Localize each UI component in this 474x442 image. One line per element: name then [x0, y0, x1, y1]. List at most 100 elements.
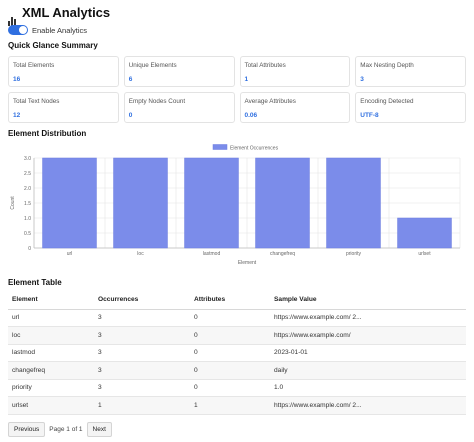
- table-row: url 3 0 https://www.example.com/ 2...: [8, 309, 466, 327]
- bar-url: [42, 157, 97, 249]
- table-row: urlset 1 1 https://www.example.com/ 2...: [8, 396, 466, 415]
- summary-card: Total Text Nodes 12: [8, 92, 119, 123]
- bar-changefreq: [255, 157, 310, 249]
- cell: 2023-01-01: [270, 344, 466, 362]
- card-value: 16: [13, 76, 21, 83]
- summary-cards: Total Elements 16 Unique Elements 6 Total …: [8, 56, 466, 123]
- next-button[interactable]: Next: [86, 422, 112, 437]
- cell: 3: [94, 309, 190, 327]
- card-value: 6: [128, 76, 133, 83]
- cell: 1.0: [270, 379, 466, 397]
- y-tick-label: 3.0: [24, 156, 31, 162]
- card-label: Average Attributes: [244, 98, 296, 105]
- card-value: 0: [128, 112, 133, 119]
- cell: 0: [190, 309, 270, 327]
- column-header: Element: [8, 291, 94, 310]
- cell: https://www.example.com/: [270, 326, 466, 345]
- cell: loc: [8, 326, 94, 345]
- page-info: Page 1 of 1: [49, 426, 83, 433]
- bar-loc: [113, 157, 168, 249]
- previous-button[interactable]: Previous: [8, 422, 46, 437]
- cell: 1: [190, 396, 270, 415]
- table-heading: Element Table: [8, 278, 62, 287]
- x-tick-label: priority: [346, 251, 362, 257]
- summary-heading: Quick Glance Summary: [8, 41, 98, 50]
- card-value: 12: [13, 112, 21, 119]
- summary-card: Encoding Detected UTF-8: [355, 92, 466, 123]
- element-distribution-chart: 0 0.5 1.0 1.5 2.0 2.5 3.0 url loc lastmod changefr…: [8, 141, 466, 269]
- card-value: 0.06: [244, 112, 258, 119]
- y-tick-label: 0: [28, 246, 31, 252]
- card-value: UTF-8: [360, 112, 379, 119]
- cell: 0: [190, 326, 270, 345]
- cell: urlset: [8, 396, 94, 415]
- card-label: Encoding Detected: [360, 98, 414, 105]
- card-value: 1: [244, 76, 249, 83]
- cell: lastmod: [8, 344, 94, 362]
- header: XML Analytics: [8, 5, 111, 26]
- cell: 0: [190, 344, 270, 362]
- y-tick-label: 1.5: [24, 201, 31, 207]
- y-tick-label: 2.5: [24, 171, 31, 177]
- table-row: loc 3 0 https://www.example.com/: [8, 326, 466, 345]
- y-tick-label: 1.0: [24, 216, 31, 222]
- cell: 0: [190, 379, 270, 397]
- cell: 3: [94, 361, 190, 380]
- analytics-toggle-row: Enable Analytics: [8, 25, 87, 35]
- column-header: Sample Value: [270, 291, 466, 310]
- card-value: 3: [360, 76, 364, 83]
- chart-svg: 0 0.5 1.0 1.5 2.0 2.5 3.0 url loc lastmod changefr…: [10, 144, 461, 266]
- summary-card: Total Attributes 1: [239, 56, 351, 87]
- toggle-label: Enable Analytics: [32, 25, 88, 35]
- bar-priority: [326, 157, 381, 249]
- cell: https://www.example.com/ 2...: [270, 396, 466, 415]
- cell: 3: [94, 326, 190, 345]
- cell: https://www.example.com/ 2...: [270, 309, 466, 327]
- table-row: lastmod 3 0 2023-01-01: [8, 344, 466, 362]
- x-tick-label: url: [67, 251, 73, 257]
- card-label: Total Text Nodes: [13, 98, 60, 105]
- bar-urlset: [397, 217, 452, 249]
- distribution-heading: Element Distribution: [8, 129, 87, 138]
- pagination: Previous Page 1 of 1 Next: [8, 422, 112, 437]
- cell: 1: [94, 396, 190, 415]
- x-axis-label: Element: [238, 260, 257, 266]
- column-header: Attributes: [190, 291, 270, 310]
- summary-card: Empty Nodes Count 0: [123, 92, 235, 123]
- table-row: priority 3 0 1.0: [8, 379, 466, 397]
- cell: changefreq: [8, 361, 94, 380]
- y-tick-label: 2.0: [24, 186, 31, 192]
- card-label: Total Elements: [13, 62, 55, 69]
- summary-card: Max Nesting Depth 3: [355, 56, 466, 87]
- card-label: Max Nesting Depth: [360, 62, 414, 69]
- page-title: XML Analytics: [22, 5, 111, 20]
- table-row: changefreq 3 0 daily: [8, 361, 466, 380]
- legend-swatch: [212, 144, 228, 150]
- cell: 0: [190, 361, 270, 380]
- card-label: Empty Nodes Count: [128, 98, 186, 105]
- summary-card: Average Attributes 0.06: [239, 92, 351, 123]
- cell: 3: [94, 344, 190, 362]
- x-tick-label: changefreq: [270, 251, 295, 257]
- bar-chart-icon: [8, 8, 18, 26]
- bar-lastmod: [184, 157, 239, 249]
- column-header: Occurrences: [94, 291, 190, 310]
- element-table: Element Occurrences Attributes Sample Va…: [8, 291, 466, 415]
- card-label: Unique Elements: [128, 62, 177, 69]
- cell: 3: [94, 379, 190, 397]
- legend-label: Element Occurrences: [230, 145, 279, 151]
- cell: daily: [270, 361, 466, 380]
- summary-card: Unique Elements 6: [123, 56, 235, 87]
- analytics-toggle[interactable]: [8, 25, 28, 35]
- x-tick-label: lastmod: [203, 251, 221, 257]
- x-tick-label: urlset: [418, 251, 431, 257]
- x-tick-label: loc: [137, 251, 144, 257]
- y-axis-label: Count: [10, 196, 16, 210]
- y-tick-label: 0.5: [24, 231, 31, 237]
- table-header-row: Element Occurrences Attributes Sample Va…: [8, 291, 466, 310]
- cell: url: [8, 309, 94, 327]
- cell: priority: [8, 379, 94, 397]
- card-label: Total Attributes: [244, 62, 286, 69]
- toggle-knob: [19, 26, 27, 34]
- summary-card: Total Elements 16: [8, 56, 119, 87]
